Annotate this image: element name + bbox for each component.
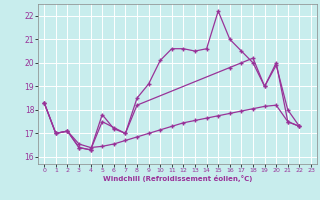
X-axis label: Windchill (Refroidissement éolien,°C): Windchill (Refroidissement éolien,°C) <box>103 175 252 182</box>
